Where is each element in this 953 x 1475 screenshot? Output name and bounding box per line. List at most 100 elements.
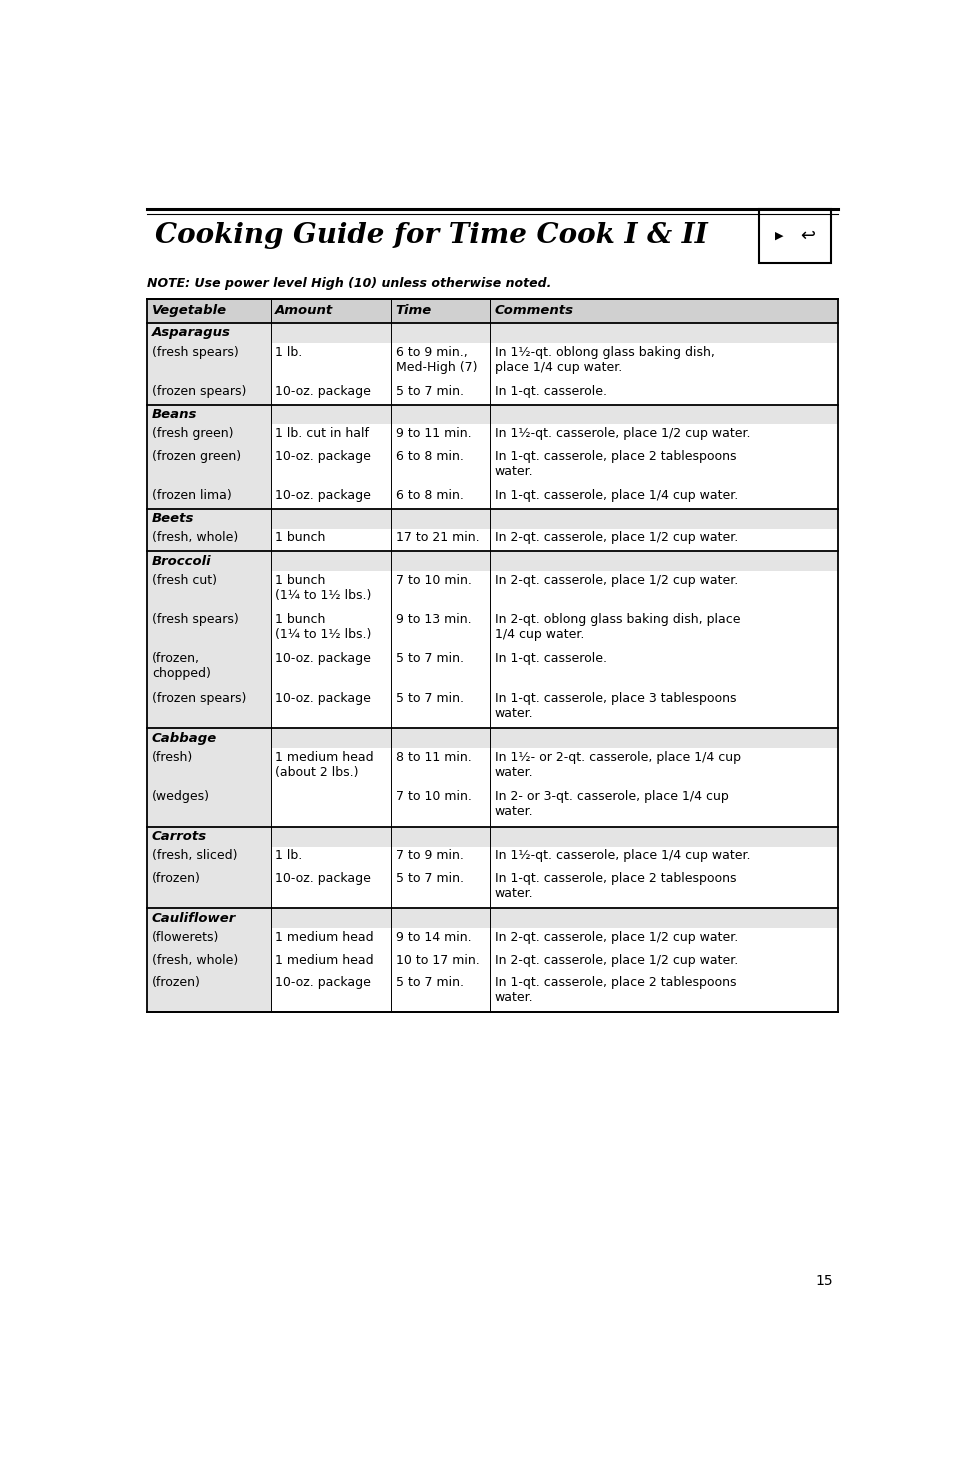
Bar xyxy=(147,788,837,826)
Bar xyxy=(147,689,837,729)
Bar xyxy=(147,382,837,404)
Text: In 1-qt. casserole, place 1/4 cup water.: In 1-qt. casserole, place 1/4 cup water. xyxy=(495,490,738,502)
Text: Comments: Comments xyxy=(495,304,574,317)
Text: (fresh, sliced): (fresh, sliced) xyxy=(152,850,237,863)
Text: In 1-qt. casserole, place 2 tablespoons
water.: In 1-qt. casserole, place 2 tablespoons … xyxy=(495,976,736,1004)
Bar xyxy=(147,528,271,552)
Text: In 1-qt. casserole, place 2 tablespoons
water.: In 1-qt. casserole, place 2 tablespoons … xyxy=(495,450,736,478)
Text: In 2- or 3-qt. casserole, place 1/4 cup
water.: In 2- or 3-qt. casserole, place 1/4 cup … xyxy=(495,791,728,819)
Text: 6 to 9 min.,
Med-High (7): 6 to 9 min., Med-High (7) xyxy=(395,345,476,373)
Text: 1 medium head: 1 medium head xyxy=(275,953,374,966)
Bar xyxy=(147,425,837,447)
Text: (flowerets): (flowerets) xyxy=(152,931,219,944)
Text: 1 lb.: 1 lb. xyxy=(275,345,302,358)
Text: (frozen spears): (frozen spears) xyxy=(152,385,246,398)
Text: 1 medium head: 1 medium head xyxy=(275,931,374,944)
Text: Cabbage: Cabbage xyxy=(152,732,216,745)
Text: 1 bunch
(1¼ to 1½ lbs.): 1 bunch (1¼ to 1½ lbs.) xyxy=(275,574,372,602)
Text: (fresh): (fresh) xyxy=(152,751,193,764)
Text: Cauliflower: Cauliflower xyxy=(152,912,235,925)
Bar xyxy=(147,847,837,869)
Text: (fresh green): (fresh green) xyxy=(152,428,233,441)
Text: ▶: ▶ xyxy=(774,232,782,240)
Bar xyxy=(147,298,837,323)
Bar xyxy=(147,571,271,611)
Text: (fresh spears): (fresh spears) xyxy=(152,345,238,358)
Text: Asparagus: Asparagus xyxy=(152,326,231,339)
Text: (fresh spears): (fresh spears) xyxy=(152,614,238,625)
Bar xyxy=(147,611,271,649)
Text: Beets: Beets xyxy=(152,512,194,525)
Bar xyxy=(147,382,271,404)
Text: 8 to 11 min.: 8 to 11 min. xyxy=(395,751,471,764)
Bar xyxy=(147,342,837,382)
Bar xyxy=(147,425,271,447)
Text: NOTE: Use power level High (10) unless otherwise noted.: NOTE: Use power level High (10) unless o… xyxy=(147,277,551,291)
Bar xyxy=(147,649,837,689)
Text: (frozen spears): (frozen spears) xyxy=(152,692,246,705)
Text: 5 to 7 min.: 5 to 7 min. xyxy=(395,976,463,990)
Text: 10-oz. package: 10-oz. package xyxy=(275,652,371,665)
Bar xyxy=(147,951,837,974)
Bar xyxy=(147,487,837,509)
Text: 7 to 9 min.: 7 to 9 min. xyxy=(395,850,463,863)
Text: In 1-qt. casserole.: In 1-qt. casserole. xyxy=(495,652,606,665)
Bar xyxy=(147,974,837,1012)
Text: 1 lb. cut in half: 1 lb. cut in half xyxy=(275,428,369,441)
Text: 5 to 7 min.: 5 to 7 min. xyxy=(395,692,463,705)
Text: In 2-qt. casserole, place 1/2 cup water.: In 2-qt. casserole, place 1/2 cup water. xyxy=(495,531,738,544)
Text: In 1½-qt. casserole, place 1/2 cup water.: In 1½-qt. casserole, place 1/2 cup water… xyxy=(495,428,750,441)
Text: In 2-qt. casserole, place 1/2 cup water.: In 2-qt. casserole, place 1/2 cup water. xyxy=(495,574,738,587)
Text: In 2-qt. casserole, place 1/2 cup water.: In 2-qt. casserole, place 1/2 cup water. xyxy=(495,931,738,944)
Text: Cooking Guide for Time Cook I & II: Cooking Guide for Time Cook I & II xyxy=(154,223,707,249)
Bar xyxy=(147,974,271,1012)
Text: ↩: ↩ xyxy=(800,227,814,245)
Bar xyxy=(147,909,837,928)
Bar xyxy=(147,447,837,487)
Text: In 1½- or 2-qt. casserole, place 1/4 cup
water.: In 1½- or 2-qt. casserole, place 1/4 cup… xyxy=(495,751,740,779)
Text: (frozen): (frozen) xyxy=(152,872,200,885)
Text: In 1½-qt. casserole, place 1/4 cup water.: In 1½-qt. casserole, place 1/4 cup water… xyxy=(495,850,750,863)
Bar xyxy=(147,928,837,951)
Text: (fresh, whole): (fresh, whole) xyxy=(152,953,238,966)
Bar xyxy=(147,528,837,552)
Bar xyxy=(147,649,271,689)
Bar xyxy=(147,869,271,909)
Text: (fresh, whole): (fresh, whole) xyxy=(152,531,238,544)
Text: 10 to 17 min.: 10 to 17 min. xyxy=(395,953,479,966)
Bar xyxy=(147,447,271,487)
Text: 6 to 8 min.: 6 to 8 min. xyxy=(395,450,463,463)
Text: 10-oz. package: 10-oz. package xyxy=(275,450,371,463)
Bar xyxy=(147,487,271,509)
Text: 1 bunch: 1 bunch xyxy=(275,531,325,544)
Text: 7 to 10 min.: 7 to 10 min. xyxy=(395,791,471,804)
Bar xyxy=(147,611,837,649)
Bar xyxy=(147,748,271,788)
Text: 10-oz. package: 10-oz. package xyxy=(275,976,371,990)
Text: 9 to 13 min.: 9 to 13 min. xyxy=(395,614,471,625)
Text: In 1-qt. casserole.: In 1-qt. casserole. xyxy=(495,385,606,398)
Bar xyxy=(147,342,271,382)
Text: 6 to 8 min.: 6 to 8 min. xyxy=(395,490,463,502)
Text: Vegetable: Vegetable xyxy=(152,304,227,317)
Text: In 1½-qt. oblong glass baking dish,
place 1/4 cup water.: In 1½-qt. oblong glass baking dish, plac… xyxy=(495,345,714,373)
Text: 1 bunch
(1¼ to 1½ lbs.): 1 bunch (1¼ to 1½ lbs.) xyxy=(275,614,372,642)
Text: 5 to 7 min.: 5 to 7 min. xyxy=(395,872,463,885)
Text: In 1-qt. casserole, place 2 tablespoons
water.: In 1-qt. casserole, place 2 tablespoons … xyxy=(495,872,736,900)
Text: (frozen lima): (frozen lima) xyxy=(152,490,232,502)
Text: (fresh cut): (fresh cut) xyxy=(152,574,216,587)
Text: 17 to 21 min.: 17 to 21 min. xyxy=(395,531,479,544)
Bar xyxy=(147,928,271,951)
Text: 10-oz. package: 10-oz. package xyxy=(275,872,371,885)
Text: 7 to 10 min.: 7 to 10 min. xyxy=(395,574,471,587)
Text: 5 to 7 min.: 5 to 7 min. xyxy=(395,652,463,665)
Bar xyxy=(147,826,837,847)
Text: Broccoli: Broccoli xyxy=(152,555,212,568)
Text: In 2-qt. casserole, place 1/2 cup water.: In 2-qt. casserole, place 1/2 cup water. xyxy=(495,953,738,966)
Bar xyxy=(758,209,830,264)
Text: Carrots: Carrots xyxy=(152,830,207,844)
Text: (wedges): (wedges) xyxy=(152,791,210,804)
Text: Time: Time xyxy=(395,304,432,317)
Bar xyxy=(147,509,837,528)
Bar xyxy=(147,571,837,611)
